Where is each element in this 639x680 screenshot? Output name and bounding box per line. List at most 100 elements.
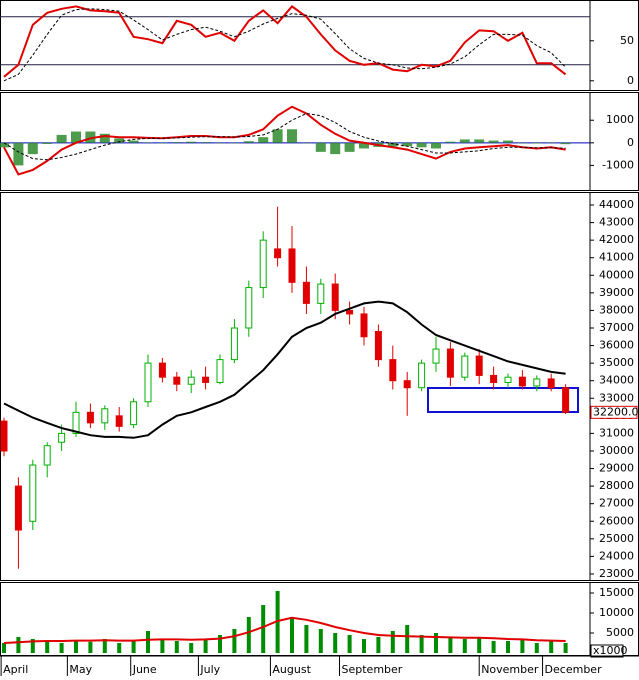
y-tick-label: 34000 (599, 374, 634, 387)
y-tick-label: 36000 (599, 339, 634, 352)
histogram-bar (517, 142, 528, 144)
candle-body (533, 378, 541, 387)
y-tick-label: 29000 (599, 462, 634, 475)
x-tick-label: November (481, 663, 539, 676)
candle-body (216, 359, 224, 383)
volume-bar (434, 633, 438, 653)
volume-bar (405, 625, 410, 653)
candle-body (518, 376, 526, 387)
volume-bar (102, 639, 107, 653)
x-tick-label: June (132, 663, 157, 676)
candle-body (360, 313, 368, 338)
volume-bar (506, 641, 510, 653)
candle-body (547, 378, 555, 389)
candle-body (158, 362, 166, 378)
candle-body (130, 401, 138, 426)
volume-bar (146, 631, 150, 653)
histogram-bar (546, 142, 557, 143)
last-price-label: 32200.00 (593, 405, 639, 418)
volume-ma (3, 616, 566, 644)
candle-body (562, 387, 570, 413)
unit-box (590, 644, 624, 658)
y-tick-label: 30000 (599, 444, 634, 457)
histogram-bar (474, 139, 485, 143)
candle-body (446, 348, 454, 378)
candle-body (29, 464, 37, 522)
volume-bar (290, 617, 294, 653)
indicator-line (3, 8, 566, 82)
histogram-bar (301, 142, 312, 144)
volume-bar (304, 625, 309, 653)
candle-body (403, 380, 411, 389)
volume-bar (117, 643, 122, 653)
y-tick-label: 0 (627, 74, 634, 87)
candle-body (0, 420, 8, 452)
histogram-bar (186, 141, 197, 143)
last-price-box (590, 405, 638, 419)
histogram-bar (157, 142, 168, 144)
volume-bar (462, 639, 467, 653)
volume-bar (45, 641, 50, 653)
histogram-bar (200, 142, 211, 143)
histogram-bar (560, 142, 571, 145)
y-tick-label: 38000 (599, 303, 634, 316)
volume-bar (174, 641, 179, 653)
histogram-bar (56, 134, 67, 143)
y-tick-label: 26000 (599, 514, 634, 527)
histogram-bar (128, 140, 139, 143)
histogram-bar (315, 142, 326, 152)
volume-bar (563, 643, 568, 653)
candle-body (490, 374, 498, 383)
candle-body (115, 415, 123, 427)
volume-bar (74, 641, 78, 653)
volume-bar (333, 633, 338, 653)
candle-body (72, 411, 80, 434)
histogram-bar (431, 142, 441, 149)
unit-label: x1000 (593, 644, 628, 657)
volume-bar (534, 643, 539, 653)
histogram-bar (344, 142, 355, 152)
y-tick-label: 39000 (599, 286, 634, 299)
volume-bar (189, 643, 194, 653)
y-tick-label: 1000 (606, 113, 634, 126)
histogram-bar (503, 140, 513, 143)
histogram-bar (330, 142, 341, 155)
y-tick-label: 43000 (599, 216, 634, 229)
y-tick-label: 35000 (599, 356, 634, 369)
histogram-bar (445, 141, 456, 143)
histogram-bar (71, 131, 81, 143)
volume-bar (376, 637, 381, 653)
volume-bar (16, 637, 21, 653)
x-tick-label: May (69, 663, 92, 676)
candle-body (187, 376, 195, 385)
candle-body (288, 248, 296, 283)
y-tick-label: 0 (627, 136, 634, 149)
volume-bar (318, 629, 323, 653)
y-tick-label: 33000 (599, 391, 634, 404)
volume-bar (477, 637, 482, 653)
x-tick-label: July (199, 663, 220, 676)
histogram-bar (359, 142, 369, 149)
y-tick-label: -1000 (602, 158, 634, 171)
candle-body (86, 411, 94, 424)
y-tick-label: 40000 (599, 268, 634, 281)
candle-body (144, 362, 152, 403)
x-tick-label: September (342, 663, 403, 676)
volume-bar (218, 635, 222, 653)
histogram-bar (459, 139, 470, 143)
volume-bar (448, 637, 453, 653)
histogram-bar (243, 141, 254, 143)
y-tick-label: 24000 (599, 549, 634, 562)
volume-bar (246, 617, 251, 653)
volume-bar (520, 639, 525, 653)
x-tick-label: April (3, 663, 28, 676)
volume-bar (232, 629, 237, 653)
candle-body (58, 432, 66, 443)
volume-bar (362, 639, 366, 653)
y-tick-label: 44000 (599, 198, 634, 211)
macd-line (3, 105, 566, 176)
candle-body (202, 376, 210, 383)
candle-body (504, 376, 512, 383)
